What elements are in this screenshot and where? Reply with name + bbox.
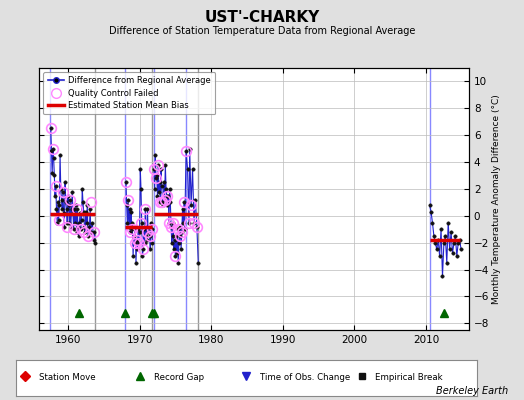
Y-axis label: Monthly Temperature Anomaly Difference (°C): Monthly Temperature Anomaly Difference (… [492, 94, 501, 304]
Text: Berkeley Earth: Berkeley Earth [436, 386, 508, 396]
Text: Record Gap: Record Gap [154, 374, 204, 382]
Legend: Difference from Regional Average, Quality Control Failed, Estimated Station Mean: Difference from Regional Average, Qualit… [43, 72, 215, 114]
Text: Time of Obs. Change: Time of Obs. Change [260, 374, 351, 382]
Text: Station Move: Station Move [39, 374, 95, 382]
Text: Difference of Station Temperature Data from Regional Average: Difference of Station Temperature Data f… [109, 26, 415, 36]
Text: UST'-CHARKY: UST'-CHARKY [204, 10, 320, 25]
Text: Empirical Break: Empirical Break [375, 374, 443, 382]
